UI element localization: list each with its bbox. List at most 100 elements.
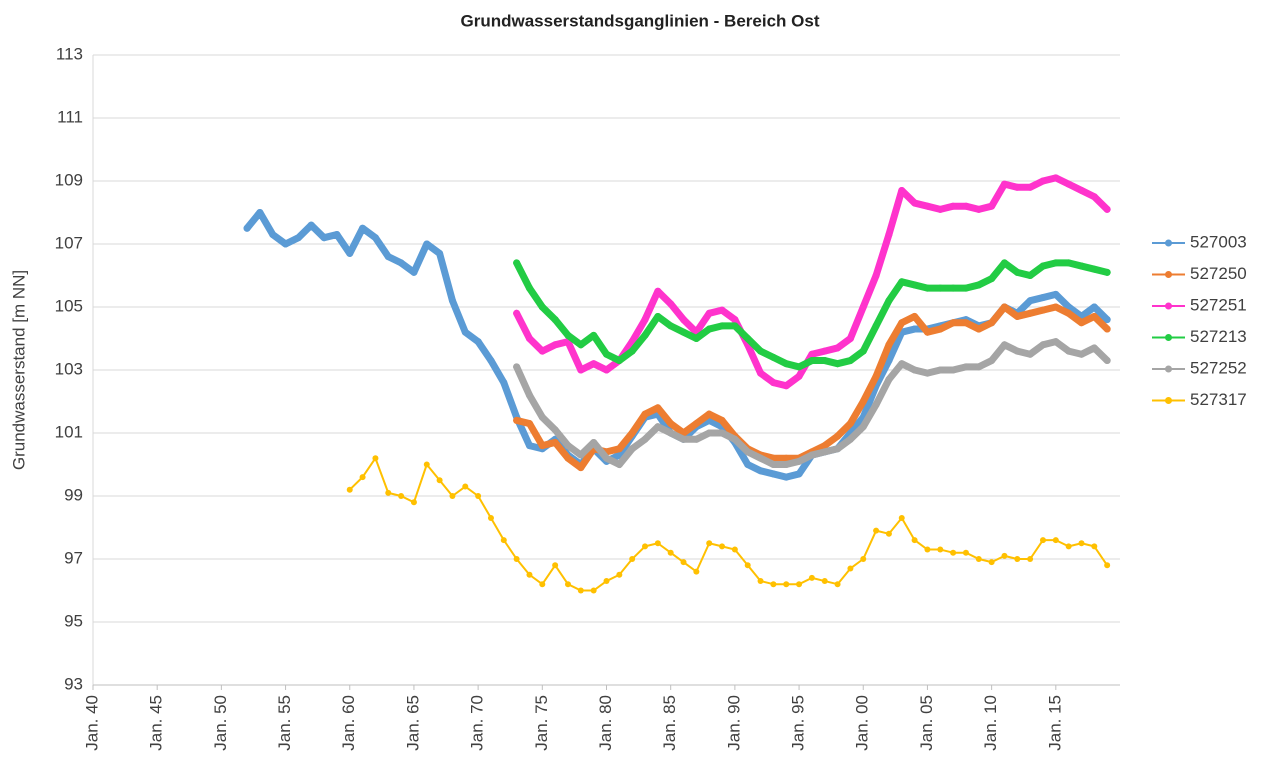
data-point	[590, 587, 597, 594]
data-point	[1052, 174, 1060, 182]
data-point	[834, 344, 842, 352]
x-tick-label: Jan. 45	[147, 695, 166, 751]
legend-label: 527003	[1190, 232, 1247, 251]
data-point	[294, 234, 302, 242]
data-point	[757, 467, 765, 475]
legend-marker	[1165, 302, 1172, 310]
data-point	[719, 543, 726, 550]
data-point	[782, 454, 790, 462]
data-point	[629, 556, 636, 562]
series-line	[513, 303, 1111, 472]
data-point	[834, 360, 842, 368]
data-point	[564, 581, 571, 588]
data-point	[834, 581, 841, 588]
data-point	[936, 325, 944, 333]
data-point	[1090, 312, 1098, 320]
data-point	[243, 224, 251, 232]
data-point	[628, 338, 636, 346]
data-point	[487, 357, 495, 365]
data-point	[1103, 205, 1111, 213]
data-point	[846, 420, 854, 428]
data-point	[859, 303, 867, 311]
data-point	[783, 581, 790, 588]
data-point	[1013, 312, 1021, 320]
data-point	[615, 445, 623, 453]
data-point	[821, 347, 829, 355]
data-point	[962, 284, 970, 292]
data-point	[898, 278, 906, 286]
data-point	[564, 331, 572, 339]
data-point	[782, 473, 790, 481]
data-point	[821, 357, 829, 365]
data-point	[1000, 259, 1008, 267]
data-point	[872, 401, 880, 409]
data-point	[769, 470, 777, 478]
data-point	[1013, 347, 1021, 355]
data-point	[1077, 186, 1085, 194]
data-point	[949, 202, 957, 210]
data-point	[1052, 259, 1060, 267]
data-point	[564, 442, 572, 450]
data-point	[590, 438, 598, 446]
data-point	[525, 335, 533, 342]
y-tick-label: 99	[64, 485, 83, 504]
data-point	[692, 435, 700, 443]
data-point	[923, 328, 931, 336]
chart-title: Grundwasserstandsganglinien - Bereich Os…	[461, 11, 820, 30]
data-point	[1065, 347, 1073, 355]
data-point	[872, 322, 880, 330]
data-point	[1090, 193, 1098, 201]
data-point	[795, 372, 803, 380]
data-point	[423, 240, 431, 248]
y-tick-label: 95	[64, 611, 83, 630]
data-point	[950, 549, 957, 556]
data-point	[692, 335, 700, 342]
data-point	[513, 259, 521, 267]
x-tick-label: Jan. 60	[339, 695, 358, 751]
legend-label: 527251	[1190, 295, 1247, 314]
data-point	[513, 556, 520, 562]
data-point	[706, 540, 713, 547]
data-point	[590, 331, 598, 339]
data-point	[949, 319, 957, 327]
data-point	[603, 350, 610, 358]
data-point	[757, 578, 764, 585]
data-point	[924, 546, 931, 553]
data-point	[680, 328, 688, 336]
data-point	[538, 442, 546, 450]
data-point	[1091, 543, 1098, 550]
data-point	[654, 312, 662, 320]
data-point	[577, 464, 585, 472]
data-point	[1103, 325, 1111, 333]
data-point	[796, 581, 803, 588]
x-tick-label: Jan. 05	[917, 695, 936, 751]
data-point	[757, 369, 765, 377]
data-point	[1052, 338, 1060, 346]
data-point	[1052, 537, 1059, 544]
data-point	[936, 366, 944, 374]
data-point	[821, 442, 829, 450]
data-point	[551, 316, 559, 324]
data-point	[551, 426, 559, 434]
legend-marker	[1165, 239, 1172, 247]
data-point	[872, 272, 880, 279]
data-point	[769, 379, 777, 387]
legend-label: 527317	[1190, 390, 1247, 409]
data-point	[859, 398, 867, 405]
data-point	[359, 474, 366, 481]
data-point	[525, 442, 533, 450]
data-point	[782, 461, 790, 468]
data-point	[1013, 268, 1021, 276]
data-point	[1026, 309, 1034, 317]
data-point	[821, 448, 829, 456]
data-point	[1026, 350, 1034, 358]
data-point	[641, 435, 649, 443]
data-point	[770, 581, 777, 588]
data-point	[718, 429, 726, 437]
data-point	[860, 556, 867, 562]
data-point	[936, 205, 944, 213]
data-point	[808, 451, 816, 459]
data-point	[808, 350, 816, 358]
data-point	[937, 546, 944, 553]
data-point	[1039, 262, 1047, 270]
